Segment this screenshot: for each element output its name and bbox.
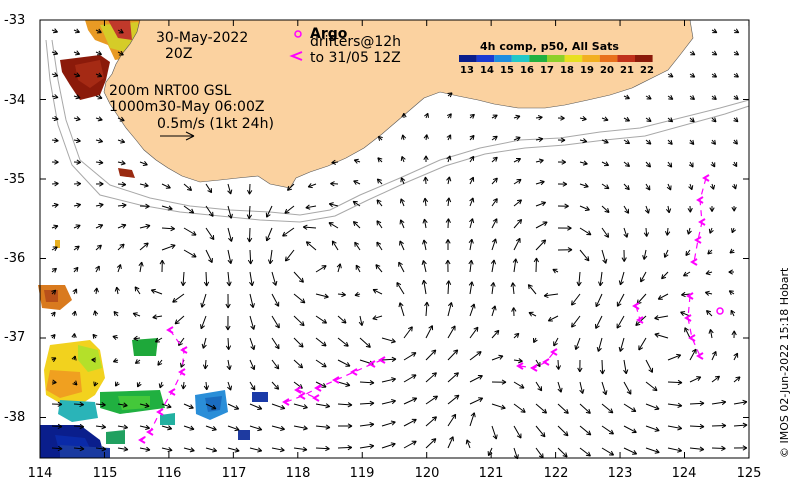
- colorbar-tick: 21: [619, 65, 635, 76]
- colorbar-swatch: [494, 55, 512, 62]
- current-arrow: [712, 448, 725, 449]
- contour-legend-200m: 200m NRT00 GSL: [109, 83, 231, 99]
- y-tick-label: -34: [4, 93, 34, 108]
- colorbar-swatch: [512, 55, 530, 62]
- current-arrow: [536, 258, 537, 272]
- drifters-window: to 31/05 12Z: [310, 50, 401, 66]
- colorbar-tick: 18: [559, 65, 575, 76]
- map-time: 20Z: [165, 46, 192, 62]
- colorbar-tick: 22: [639, 65, 655, 76]
- colorbar-swatch: [582, 55, 600, 62]
- colorbar-swatch: [459, 55, 477, 62]
- credit-label: © IMOS 02-Jun-2022 15:18 Hobart: [778, 268, 791, 458]
- x-tick-label: 125: [734, 466, 764, 481]
- colorbar-tick: 20: [599, 65, 615, 76]
- x-tick-label: 119: [347, 466, 377, 481]
- map-date: 30-May-2022: [156, 30, 248, 46]
- contour-legend-1000m: 1000m30-May 06:00Z: [109, 99, 264, 115]
- colorbar-swatch: [565, 55, 583, 62]
- scale-label: 0.5m/s (1kt 24h): [157, 116, 274, 132]
- y-tick-label: -33: [4, 13, 34, 28]
- y-tick-label: -37: [4, 330, 34, 345]
- x-tick-label: 117: [219, 466, 249, 481]
- current-arrow: [668, 382, 682, 383]
- x-tick-label: 115: [90, 466, 120, 481]
- y-tick-label: -35: [4, 172, 34, 187]
- y-tick-label: -36: [4, 251, 34, 266]
- x-tick-label: 124: [669, 466, 699, 481]
- current-arrow: [249, 228, 250, 242]
- x-tick-label: 118: [283, 466, 313, 481]
- sst-colorbar: [459, 55, 653, 62]
- current-arrow: [602, 360, 603, 374]
- x-tick-label: 116: [154, 466, 184, 481]
- x-tick-label: 114: [25, 466, 55, 481]
- colorbar-swatch: [600, 55, 618, 62]
- colorbar-swatch: [529, 55, 547, 62]
- colorbar-tick: 13: [459, 65, 475, 76]
- y-tick-label: -38: [4, 410, 34, 425]
- colorbar-swatch: [635, 55, 653, 62]
- colorbar-tick: 19: [579, 65, 595, 76]
- x-tick-label: 121: [476, 466, 506, 481]
- current-arrow: [250, 250, 251, 264]
- current-arrow: [338, 447, 352, 448]
- colorbar-swatch: [617, 55, 635, 62]
- colorbar-swatch: [547, 55, 565, 62]
- colorbar-title: 4h comp, p50, All Sats: [480, 40, 619, 53]
- x-tick-label: 123: [605, 466, 635, 481]
- colorbar-tick: 17: [539, 65, 555, 76]
- colorbar-swatch: [477, 55, 495, 62]
- current-arrow: [206, 272, 207, 286]
- x-tick-label: 122: [541, 466, 571, 481]
- colorbar-tick: 16: [519, 65, 535, 76]
- colorbar-tick: 15: [499, 65, 515, 76]
- colorbar-tick: 14: [479, 65, 495, 76]
- x-tick-label: 120: [412, 466, 442, 481]
- drifters-label: drifters@12h: [310, 34, 401, 50]
